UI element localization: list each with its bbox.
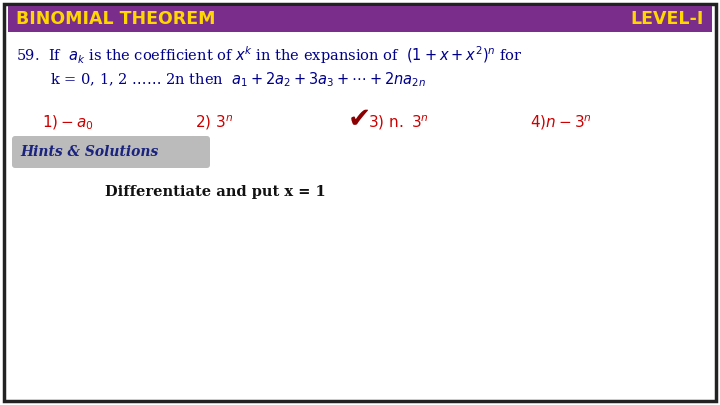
Text: ✔: ✔: [348, 105, 372, 133]
Text: $3)\ \mathrm{n}.\ 3^n$: $3)\ \mathrm{n}.\ 3^n$: [368, 114, 429, 132]
Text: BINOMIAL THEOREM: BINOMIAL THEOREM: [16, 10, 215, 28]
Bar: [8, 6, 712, 32]
Text: Differentiate and put x = 1: Differentiate and put x = 1: [105, 185, 325, 199]
Text: LEVEL-I: LEVEL-I: [631, 10, 704, 28]
FancyBboxPatch shape: [12, 136, 210, 168]
Text: k = 0, 1, 2 $\ldots\ldots$ 2n then  $a_1 + 2a_2 + 3a_3 + \cdots + 2na_{2n}$: k = 0, 1, 2 $\ldots\ldots$ 2n then $a_1 …: [50, 70, 426, 90]
Text: $1) -a_0$: $1) -a_0$: [42, 114, 94, 132]
Text: $2)\ 3^n$: $2)\ 3^n$: [195, 114, 233, 132]
Text: 59.  If  $a_k$ is the coefficient of $x^k$ in the expansion of  $\left(1+x+x^2\r: 59. If $a_k$ is the coefficient of $x^k$…: [16, 44, 523, 66]
Text: $4)n - 3^n$: $4)n - 3^n$: [530, 114, 592, 132]
Text: Hints & Solutions: Hints & Solutions: [20, 145, 158, 159]
